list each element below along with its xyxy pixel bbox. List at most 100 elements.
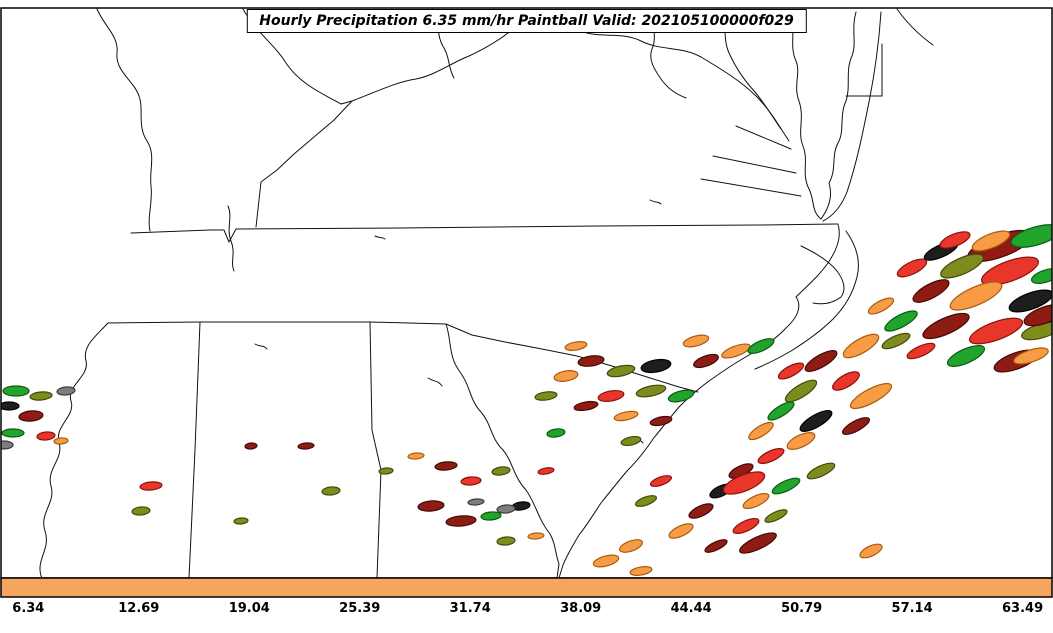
state-boundary [800, 245, 845, 305]
paintball-blob [682, 334, 710, 348]
paintball-blob [757, 447, 785, 465]
paintball-blob [693, 353, 719, 369]
paintball-blob [629, 566, 653, 576]
paintball-blob [1010, 224, 1052, 248]
paintball-blob [832, 371, 860, 391]
paintball-blob [742, 492, 770, 510]
paintball-blob [649, 415, 673, 427]
state-boundary [96, 8, 153, 232]
paintball-blob [922, 312, 970, 340]
paintball-blob [777, 362, 805, 380]
paintball-blob [597, 389, 625, 403]
paintball-blob [949, 281, 1003, 311]
paintball-blob [946, 345, 986, 367]
map-background [1, 8, 1052, 578]
paintball-blob [606, 364, 636, 378]
paintball-blob [407, 452, 425, 460]
paintball-blob [139, 481, 163, 491]
paintball-blob [859, 543, 883, 559]
paintball-blob [491, 466, 511, 476]
paintball-blob [417, 500, 445, 512]
paintball-blob [496, 504, 516, 514]
paintball-blob [771, 477, 801, 495]
paintball-blob [649, 475, 673, 487]
paintball-blob [906, 342, 936, 360]
paintball-blob [804, 350, 838, 372]
paintball-blob [573, 400, 599, 412]
paintball-blob [635, 384, 667, 398]
paintball-blob [971, 230, 1011, 252]
paintball-blob [939, 231, 971, 249]
paintball-blob [496, 536, 516, 546]
paintball-blob [842, 333, 880, 359]
state-boundary [790, 11, 822, 220]
paintball-blob [553, 370, 579, 382]
paintball-blob [527, 532, 545, 540]
paintball-blob [1031, 268, 1052, 284]
state-boundary [445, 323, 560, 578]
colorbar-tick-label: 44.44 [670, 601, 712, 616]
paintball-blob [18, 410, 44, 422]
state-boundary [351, 8, 525, 102]
paintball-blob [534, 391, 558, 401]
paintball-blob [747, 338, 775, 354]
paintball-blob [2, 385, 30, 397]
paintball-blob [56, 386, 76, 396]
state-boundary [700, 125, 802, 197]
paintball-blob [806, 462, 836, 480]
state-boundary [820, 11, 857, 220]
colorbar [0, 577, 1053, 598]
paintball-blob [668, 523, 694, 539]
plot-title: Hourly Precipitation 6.35 mm/hr Paintbal… [246, 9, 807, 33]
paintball-blob [896, 258, 928, 278]
paintball-blob [722, 471, 766, 495]
paintball-blob [721, 343, 751, 359]
paintball-blob [36, 431, 56, 441]
state-boundary [107, 321, 447, 325]
paintball-blob [131, 506, 151, 516]
paintball-blob [767, 401, 795, 421]
state-boundary [754, 230, 859, 370]
state-boundary [896, 8, 934, 46]
paintball-blob [849, 382, 893, 410]
paintball-blob [460, 476, 482, 486]
paintball-blob [739, 532, 777, 554]
colorbar-tick-label: 31.74 [449, 601, 491, 616]
state-boundary [254, 199, 662, 444]
paintball-blob [884, 310, 918, 332]
paintball-blob [786, 432, 816, 450]
paintball-blob [968, 317, 1024, 345]
paintball-blob [480, 511, 502, 521]
colorbar-tick-label: 25.39 [339, 601, 381, 616]
paintball-blob [940, 253, 984, 279]
state-boundary [822, 11, 882, 222]
paintball-blob [577, 355, 605, 367]
paintball-blob [321, 486, 341, 496]
paintball-blob [592, 554, 620, 568]
paintball-blob [784, 379, 818, 403]
state-boundary [227, 205, 235, 272]
paintball-blob [704, 539, 728, 553]
paintball-blob [867, 297, 895, 315]
paintball-blob [445, 515, 477, 527]
paintball-blob [764, 509, 788, 523]
state-boundary [845, 43, 883, 97]
colorbar-tick-label: 12.69 [118, 601, 160, 616]
colorbar-tick-label: 6.34 [12, 601, 45, 616]
paintball-blob [467, 498, 485, 506]
paintball-blob [881, 332, 911, 350]
paintball-blob [1023, 303, 1052, 327]
colorbar-tick-label: 57.14 [891, 601, 933, 616]
state-boundary [188, 321, 201, 578]
paintball-blob [799, 410, 833, 432]
paintball-blob [297, 442, 315, 450]
paintball-blob [841, 417, 871, 435]
paintball-blob [613, 410, 639, 422]
paintball-blob [1, 428, 25, 438]
state-boundary [130, 223, 838, 243]
paintball-blob [634, 495, 658, 507]
paintball-blob [537, 467, 555, 475]
paintball-blob [378, 467, 394, 475]
paintball-blob [1008, 289, 1052, 313]
